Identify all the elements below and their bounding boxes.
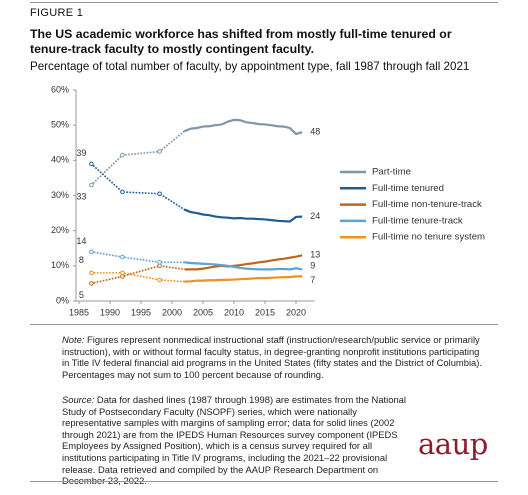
estimate-line	[90, 264, 186, 285]
estimate-point	[157, 260, 162, 265]
x-tick-label: 1985	[69, 307, 89, 317]
note-text: Figures represent nonmedical instruction…	[62, 334, 482, 380]
start-label: 33	[76, 191, 86, 201]
estimate-point	[157, 277, 162, 283]
logo: aaup	[418, 427, 488, 461]
y-tick-label: 10%	[51, 260, 69, 270]
x-tick-label: 2010	[224, 307, 244, 317]
x-tick-label: 2015	[255, 307, 275, 317]
note-label: Note:	[62, 334, 85, 345]
y-tick-label: 60%	[51, 84, 69, 94]
estimate-point	[157, 149, 162, 154]
legend-label: Full-time tenure-track	[372, 215, 463, 226]
end-label: 48	[310, 127, 320, 137]
data-line	[184, 275, 303, 283]
end-label: 24	[310, 211, 320, 221]
end-label: 9	[310, 261, 315, 271]
estimate-point	[120, 189, 125, 195]
y-tick-label: 30%	[51, 190, 69, 200]
estimate-point	[89, 270, 94, 276]
estimate-point	[89, 281, 94, 286]
source-text: Data for dashed lines (1987 through 1998…	[62, 394, 406, 487]
legend-label: Full-time no tenure system	[372, 232, 485, 243]
note: Note: Figures represent nonmedical instr…	[62, 334, 482, 380]
estimate-point	[120, 270, 125, 276]
source-label: Source:	[62, 394, 95, 405]
x-tick-label: 1995	[131, 307, 151, 317]
end-label: 7	[310, 275, 315, 285]
y-tick-label: 20%	[51, 225, 69, 235]
estimate-line	[90, 162, 186, 211]
start-label: 14	[76, 236, 86, 246]
y-tick-label: 50%	[51, 120, 69, 130]
y-tick-label: 40%	[51, 155, 69, 165]
chart-title: The US academic workforce has shifted fr…	[30, 27, 452, 56]
legend-label: Full-time tenured	[372, 183, 444, 194]
estimate-line	[90, 250, 186, 264]
x-tick-label: 2000	[162, 307, 182, 317]
data-line	[183, 118, 303, 136]
end-label: 13	[310, 250, 320, 260]
figure-label: FIGURE 1	[30, 7, 84, 19]
chart-subtitle: Percentage of total number of faculty, b…	[30, 60, 470, 73]
legend-label: Full-time non-tenure-track	[372, 199, 482, 210]
top-rule	[30, 2, 498, 3]
data-line	[183, 208, 303, 223]
x-tick-label: 2020	[286, 307, 306, 317]
estimate-line	[90, 130, 186, 186]
legend-label: Part-time	[372, 167, 411, 178]
start-label: 5	[79, 290, 84, 300]
estimate-point	[120, 254, 125, 260]
data-line	[184, 261, 303, 271]
y-tick-label: 0%	[56, 295, 69, 305]
estimate-point	[89, 182, 94, 188]
x-tick-label: 1990	[100, 307, 120, 317]
estimate-point	[89, 249, 94, 255]
notes-rule	[30, 324, 498, 325]
data-line	[184, 254, 303, 271]
estimate-point	[89, 161, 94, 167]
estimate-point	[157, 191, 162, 197]
x-tick-label: 2005	[193, 307, 213, 317]
estimate-line	[90, 271, 186, 283]
start-label: 39	[76, 148, 86, 158]
source: Source: Data for dashed lines (1987 thro…	[62, 394, 414, 487]
bottom-rule	[30, 481, 498, 482]
start-label: 8	[79, 255, 84, 265]
estimate-point	[120, 152, 125, 158]
